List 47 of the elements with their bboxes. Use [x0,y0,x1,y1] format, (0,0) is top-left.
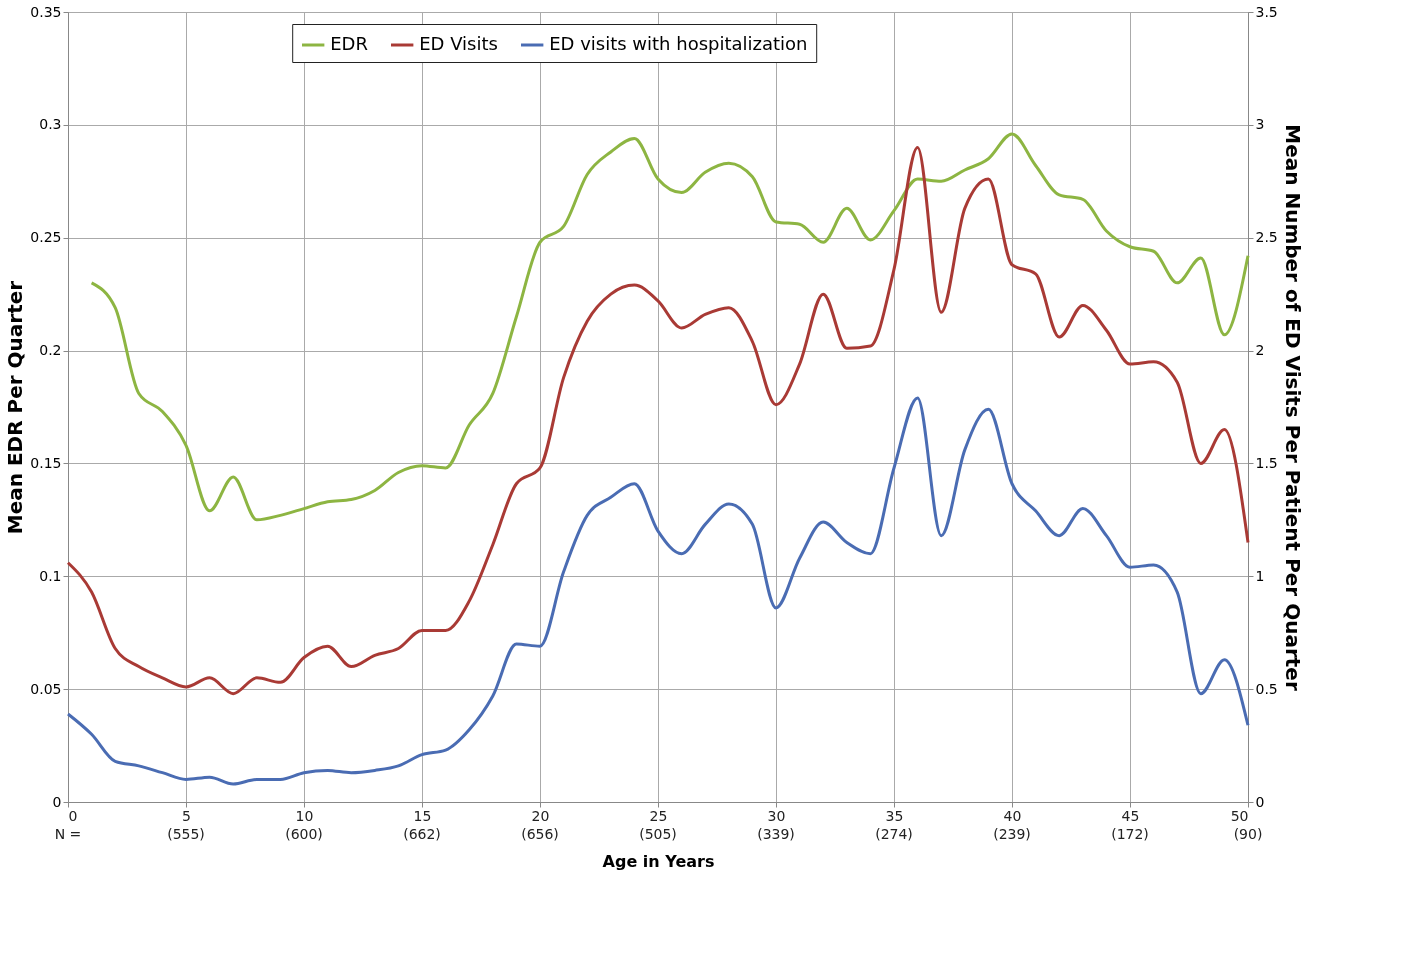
y-tick-label: 0.25 [30,229,62,246]
x-tick-label: 50 [1230,807,1249,824]
x-tick-label: 20 [531,807,550,824]
text: N = [54,826,82,842]
x-tick-label: 35 [885,807,904,824]
text: (339) [757,826,795,842]
line-series [90,132,1250,522]
y2-tick-label: 2 [1255,342,1265,359]
x-tick-label: 40 [1003,807,1022,824]
x-tick-label: 45 [1121,807,1140,824]
text: (239) [993,826,1031,842]
y-tick-label: 0.15 [30,454,62,471]
y-tick-label: 0.1 [39,567,62,584]
y2-tick-label: 0.5 [1255,680,1278,697]
y-tick-label: 0.2 [39,342,62,359]
y2-tick-label: 3 [1255,116,1265,133]
y2-tick-label: 1.5 [1255,454,1278,471]
text: (90) [1233,826,1263,842]
legend-label: ED visits with hospitalization [549,33,808,54]
y2-tick-label: 1 [1255,567,1265,584]
y2-axis-title: Mean Number of ED Visits Per Patient Per Quarter [1280,124,1305,691]
text: (600) [285,826,323,842]
legend-label: EDR [330,33,368,54]
y-tick-label: 0 [52,793,62,810]
x-tick-label: 5 [182,807,191,824]
text: (274) [875,826,913,842]
x-tick-label: 10 [295,807,314,824]
text: (656) [521,826,559,842]
legend-label: ED Visits [419,33,498,54]
y-axis-title: Mean EDR Per Quarter [3,280,28,535]
y-tick-label: 0.3 [39,116,62,133]
x-tick-label: 25 [649,807,668,824]
text: (662) [403,826,441,842]
line-series [66,396,1250,786]
x-tick-label: 0 [68,807,78,824]
y-tick-label: 0.05 [30,680,62,697]
text: (172) [1111,826,1149,842]
x-tick-label: 30 [767,807,786,824]
x-tick-label: 15 [413,807,432,824]
text: (505) [639,826,677,842]
x-axis-title: Age in Years [602,851,715,871]
y2-tick-label: 2.5 [1255,229,1278,246]
y2-tick-label: 3.5 [1255,3,1278,20]
line-series [66,145,1250,696]
y2-tick-label: 0 [1255,793,1265,810]
y-tick-label: 0.35 [30,3,62,20]
text: (555) [167,826,205,842]
